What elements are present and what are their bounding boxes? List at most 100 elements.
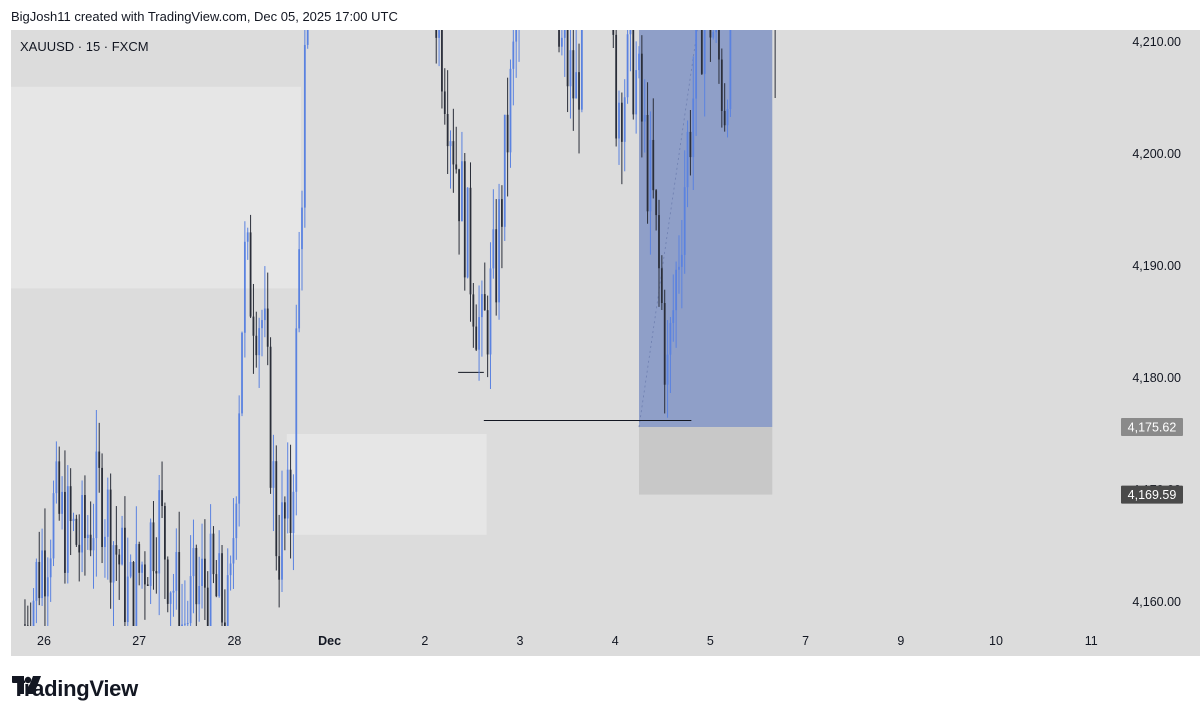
- candle-body: [669, 322, 672, 355]
- candle-body: [700, 30, 703, 74]
- candle-body: [281, 502, 283, 580]
- candle-body: [192, 548, 195, 577]
- candle-body: [469, 187, 472, 295]
- candle-body: [623, 97, 626, 142]
- candle-body: [580, 30, 583, 110]
- candle-body: [486, 310, 489, 355]
- candle-body: [261, 320, 263, 329]
- candle-body: [155, 571, 158, 574]
- candle-body: [718, 30, 720, 60]
- candle-body: [112, 545, 115, 583]
- candle-body: [512, 41, 515, 69]
- price-label-stop-loss: 4,169.59: [1128, 488, 1177, 502]
- candle-body: [186, 623, 189, 625]
- candle-body: [712, 32, 715, 38]
- candle-body: [152, 522, 155, 572]
- price-axis[interactable]: 4,160.004,170.004,180.004,190.004,200.00…: [1117, 30, 1200, 626]
- candle-body: [158, 490, 161, 574]
- time-tick-label: 28: [227, 634, 241, 648]
- candle-body: [84, 495, 86, 539]
- candle-body: [503, 114, 506, 227]
- time-tick-label: 9: [897, 634, 904, 648]
- candle-body: [218, 553, 221, 597]
- candle-body: [558, 30, 560, 47]
- chart-credit: BigJosh11 created with TradingView.com, …: [11, 9, 398, 24]
- tradingview-logo[interactable]: TradingView: [12, 676, 138, 702]
- chart-pane[interactable]: [11, 30, 1117, 626]
- candle-body: [686, 131, 689, 188]
- candle-body: [729, 30, 732, 110]
- candle-body: [666, 354, 669, 385]
- time-tick-label: 26: [37, 634, 51, 648]
- candle-body: [258, 328, 261, 356]
- candle-body: [438, 30, 440, 38]
- candle-body: [41, 550, 43, 599]
- candle-body: [223, 622, 226, 626]
- candle-body: [295, 328, 298, 492]
- candle-body: [35, 561, 38, 601]
- candle-body: [481, 294, 483, 318]
- candle-body: [92, 538, 95, 551]
- candle-body: [652, 139, 655, 191]
- candle-body: [638, 53, 640, 71]
- candle-body: [723, 110, 726, 126]
- candle-body: [463, 161, 466, 278]
- candle-body: [563, 30, 566, 38]
- price-tick-label: 4,160.00: [1132, 595, 1181, 609]
- candle-body: [452, 141, 455, 165]
- candle-body: [78, 544, 81, 553]
- candle-body: [680, 254, 683, 267]
- candle-body: [52, 493, 55, 559]
- candle-body: [189, 576, 192, 624]
- candle-body: [478, 317, 480, 350]
- candle-body: [58, 461, 61, 514]
- candle-body: [626, 34, 629, 98]
- candle-body: [66, 486, 69, 573]
- candle-body: [183, 623, 186, 625]
- candle-body: [475, 326, 478, 350]
- candle-body: [495, 229, 498, 303]
- candle-body: [195, 548, 198, 605]
- candle-body: [138, 544, 141, 573]
- demand-zone: [286, 434, 487, 535]
- candle-body: [161, 490, 163, 507]
- candle-body: [235, 503, 238, 539]
- candle-body: [252, 316, 255, 336]
- candle-body: [175, 552, 178, 591]
- candle-body: [435, 30, 438, 38]
- time-tick-label: 3: [517, 634, 524, 648]
- candle-body: [506, 114, 509, 153]
- time-tick-label: 10: [989, 634, 1003, 648]
- candle-body: [246, 232, 249, 242]
- candle-body: [655, 190, 658, 216]
- candle-body: [289, 469, 292, 534]
- tradingview-logo-icon: [12, 676, 41, 694]
- candle-body: [44, 550, 46, 597]
- candle-body: [703, 30, 706, 74]
- price-label-box: [1121, 418, 1183, 437]
- candle-body: [121, 527, 123, 565]
- time-tick-label: 11: [1085, 634, 1098, 648]
- candle-body: [660, 268, 663, 304]
- candle-body: [726, 109, 729, 126]
- candle-body: [640, 53, 643, 122]
- symbol-label[interactable]: XAUUSD · 15 · FXCM: [20, 39, 149, 54]
- candle-body: [206, 587, 209, 626]
- candle-body: [449, 141, 452, 147]
- candle-body: [649, 139, 652, 212]
- candle-body: [141, 564, 143, 573]
- candle-body: [172, 590, 175, 593]
- candle-body: [275, 461, 278, 557]
- candle-body: [69, 486, 72, 522]
- candle-body: [55, 461, 58, 494]
- candle-body: [566, 30, 569, 87]
- candle-body: [635, 70, 638, 115]
- time-axis[interactable]: 26 27 28 Dec 2 3 4 5 7 9 10 11: [11, 626, 1200, 656]
- candle-body: [75, 518, 78, 545]
- candle-body: [144, 564, 146, 585]
- candle-body: [466, 187, 469, 278]
- candle-body: [106, 489, 109, 537]
- time-tick-label: Dec: [318, 634, 341, 648]
- time-tick-label: 4: [612, 634, 619, 648]
- candle-body: [86, 534, 89, 539]
